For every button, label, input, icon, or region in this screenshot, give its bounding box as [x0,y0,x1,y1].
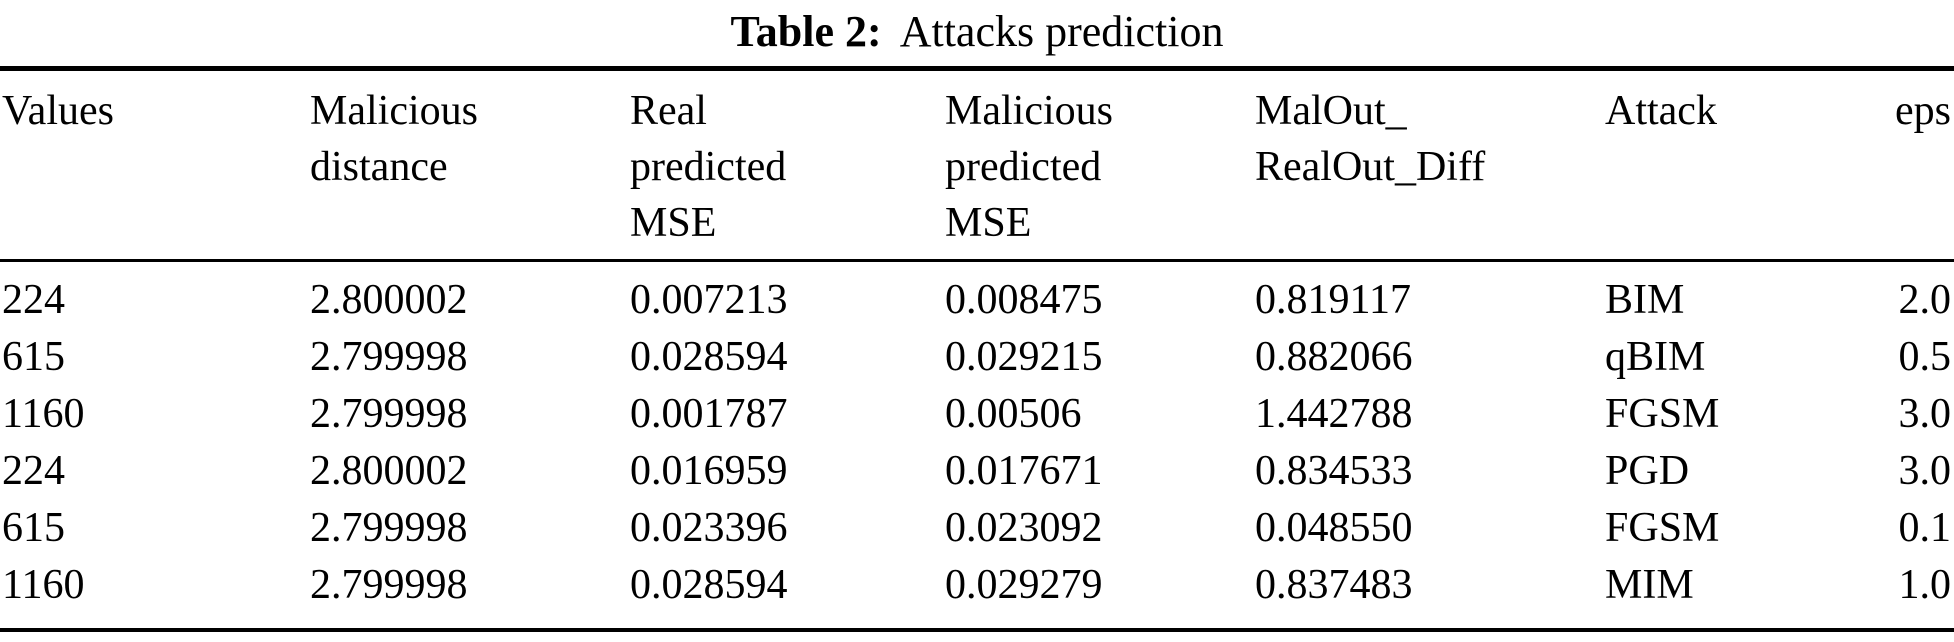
column-header-malout-realout-diff: MalOut_ RealOut_Diff [1255,68,1605,262]
cell-attack: FGSM [1605,505,1720,551]
table-row: 615 2.799998 0.028594 0.029215 0.882066 … [0,329,1954,386]
cell-malout-realout-diff: 0.882066 [1255,334,1413,380]
cell-malicious-distance: 2.799998 [310,334,468,380]
table-row: 224 2.800002 0.007213 0.008475 0.819117 … [0,261,1954,330]
column-header-eps: eps [1878,68,1954,262]
column-header-values: Values [0,68,310,262]
cell-malicious-distance: 2.799998 [310,562,468,608]
cell-attack: MIM [1605,562,1694,608]
cell-malout-realout-diff: 0.819117 [1255,277,1411,323]
column-header-malicious-predicted-mse: Malicious predicted MSE [945,68,1255,262]
cell-eps: 1.0 [1898,562,1952,608]
cell-attack: PGD [1605,448,1690,494]
cell-malout-realout-diff: 0.048550 [1255,505,1413,551]
cell-eps: 3.0 [1898,448,1952,494]
cell-malout-realout-diff: 1.442788 [1255,391,1413,437]
table-row: 224 2.800002 0.016959 0.017671 0.834533 … [0,443,1954,500]
cell-malicious-predicted-mse: 0.023092 [945,505,1103,551]
cell-real-predicted-mse: 0.028594 [630,334,788,380]
cell-malicious-predicted-mse: 0.017671 [945,448,1103,494]
table-body: 224 2.800002 0.007213 0.008475 0.819117 … [0,261,1954,631]
table-caption: Table 2: Attacks prediction [0,0,1954,66]
cell-malicious-distance: 2.800002 [310,448,468,494]
cell-eps: 0.1 [1898,505,1952,551]
table-row: 1160 2.799998 0.028594 0.029279 0.837483… [0,557,1954,630]
cell-values: 1160 [2,562,85,608]
cell-malicious-distance: 2.800002 [310,277,468,323]
column-header-attack: Attack [1605,68,1878,262]
cell-malout-realout-diff: 0.837483 [1255,562,1413,608]
table-caption-label: Table 2: [730,7,882,56]
cell-eps: 2.0 [1898,277,1952,323]
cell-eps: 0.5 [1898,334,1952,380]
cell-eps: 3.0 [1898,391,1952,437]
cell-malicious-predicted-mse: 0.029215 [945,334,1103,380]
table-header: Values Malicious distance Real predicted… [0,68,1954,262]
cell-real-predicted-mse: 0.023396 [630,505,788,551]
table-caption-text: Attacks prediction [899,7,1224,56]
cell-attack: BIM [1605,277,1685,323]
column-header-malicious-distance: Malicious distance [310,68,630,262]
cell-values: 224 [2,448,65,494]
attacks-prediction-table: Values Malicious distance Real predicted… [0,66,1954,632]
table-row: 615 2.799998 0.023396 0.023092 0.048550 … [0,500,1954,557]
cell-values: 1160 [2,391,85,437]
cell-malout-realout-diff: 0.834533 [1255,448,1413,494]
cell-attack: FGSM [1605,391,1720,437]
cell-values: 615 [2,334,65,380]
cell-malicious-predicted-mse: 0.008475 [945,277,1103,323]
cell-real-predicted-mse: 0.016959 [630,448,788,494]
cell-malicious-distance: 2.799998 [310,391,468,437]
header-row: Values Malicious distance Real predicted… [0,68,1954,262]
cell-real-predicted-mse: 0.007213 [630,277,788,323]
table-row: 1160 2.799998 0.001787 0.00506 1.442788 … [0,386,1954,443]
cell-real-predicted-mse: 0.001787 [630,391,788,437]
cell-real-predicted-mse: 0.028594 [630,562,788,608]
column-header-real-predicted-mse: Real predicted MSE [630,68,945,262]
cell-malicious-distance: 2.799998 [310,505,468,551]
cell-malicious-predicted-mse: 0.00506 [945,391,1082,437]
cell-values: 224 [2,277,65,323]
cell-attack: qBIM [1605,334,1706,380]
cell-values: 615 [2,505,65,551]
cell-malicious-predicted-mse: 0.029279 [945,562,1103,608]
